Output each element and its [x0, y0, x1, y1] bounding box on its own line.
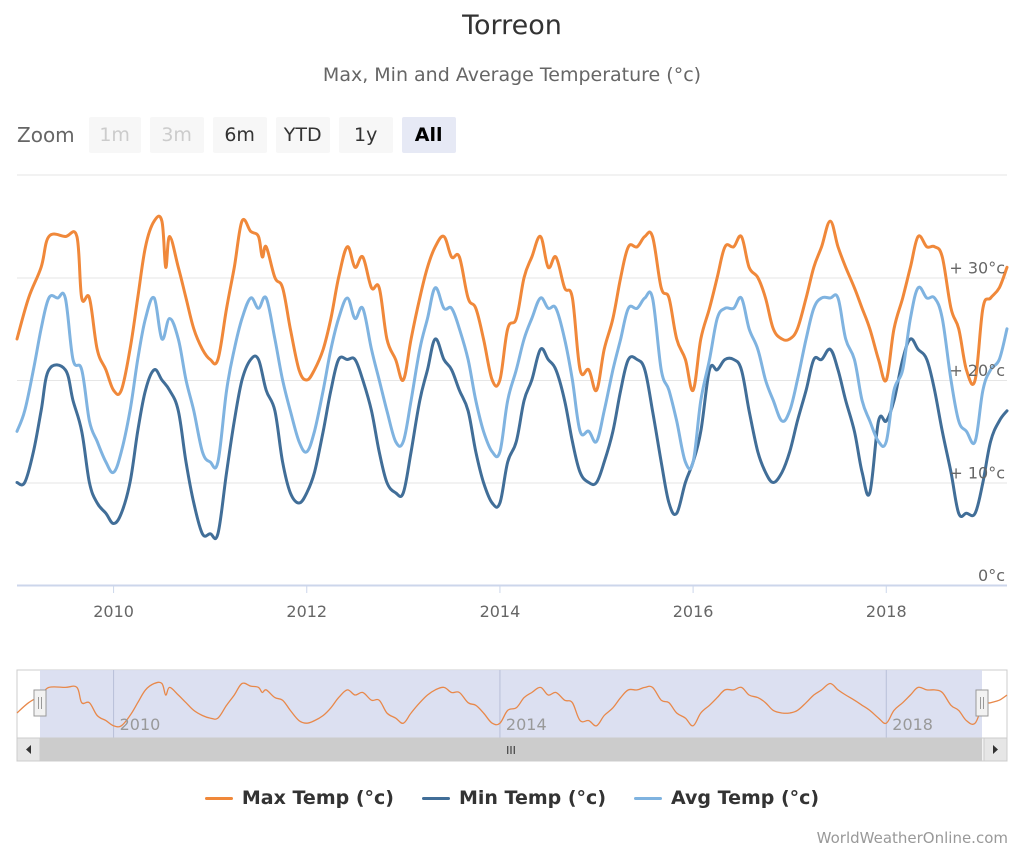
temperature-chart: 0°c+ 10°c+ 20°c+ 30°c 2010 2012 2014 2016 20… — [15, 174, 1009, 762]
x-tick-label: 2018 — [866, 602, 907, 621]
x-tick-label: 2010 — [93, 602, 134, 621]
zoom-1y-button[interactable]: 1y — [338, 117, 393, 153]
y-tick-label: 0°c — [978, 566, 1005, 585]
y-axis-labels: 0°c + 10°c + 20°c + 30°c — [949, 259, 1005, 586]
right-handle-box[interactable] — [975, 689, 989, 717]
credit-link[interactable]: WorldWeatherOnline.com — [816, 829, 1008, 847]
x-tick-label: 2016 — [673, 602, 714, 621]
zoom-selector: Zoom 1m 3m 6m YTD 1y All — [17, 116, 465, 154]
legend-item-min[interactable]: Min Temp (°c) — [421, 787, 606, 809]
zoom-all-button[interactable]: All — [401, 117, 456, 153]
legend-label-min: Min Temp (°c) — [458, 787, 606, 809]
navigator-left-handle[interactable] — [33, 689, 47, 717]
legend-item-max[interactable]: Max Temp (°c) — [204, 787, 394, 809]
zoom-3m-button[interactable]: 3m — [149, 117, 204, 153]
avg-temp-line — [15, 285, 1009, 475]
legend-swatch-min — [421, 796, 450, 800]
legend-swatch-max — [204, 796, 233, 800]
y-tick-label: + 30°c — [949, 259, 1005, 278]
arrow-left-icon — [26, 745, 31, 754]
navigator-selected-range[interactable] — [40, 670, 982, 738]
navigator-labels: 2010 2014 2018 — [120, 715, 933, 734]
legend-swatch-avg — [634, 796, 662, 800]
x-axis-labels: 2010 2012 2014 2016 2018 — [93, 585, 907, 621]
navigator[interactable]: 2010 2014 2018 — [16, 669, 1008, 739]
left-handle-box[interactable] — [33, 689, 47, 717]
x-tick-label: 2014 — [480, 602, 521, 621]
navigator-grid — [113, 670, 887, 738]
navigator-tick-label: 2010 — [120, 715, 161, 734]
y-tick-label: + 20°c — [949, 361, 1005, 380]
navigator-tick-label: 2014 — [506, 715, 547, 734]
zoom-ytd-button[interactable]: YTD — [275, 117, 330, 153]
x-tick-label: 2012 — [286, 602, 327, 621]
y-tick-label: + 10°c — [949, 464, 1005, 483]
navigator-tick-label: 2018 — [892, 715, 933, 734]
series-lines — [15, 214, 1009, 541]
zoom-1m-button[interactable]: 1m — [88, 117, 141, 153]
zoom-6m-button[interactable]: 6m — [212, 117, 267, 153]
scrollbar-grip: III — [506, 744, 516, 757]
min-temp-line — [15, 337, 1009, 541]
legend-label-avg: Avg Temp (°c) — [671, 787, 820, 809]
zoom-label: Zoom — [17, 123, 75, 147]
legend-item-avg[interactable]: Avg Temp (°c) — [634, 787, 819, 809]
navigator-right-handle[interactable] — [975, 689, 989, 717]
legend: Max Temp (°c) Min Temp (°c) Avg Temp (°c… — [0, 787, 1024, 809]
scrollbar-thumb[interactable] — [40, 738, 982, 761]
chart-title: Torreon — [462, 10, 562, 41]
scrollbar[interactable]: III — [16, 737, 1008, 762]
arrow-right-icon — [993, 745, 998, 754]
chart-subtitle: Max, Min and Average Temperature (°c) — [322, 64, 702, 86]
navigator-series-line — [16, 681, 1008, 728]
legend-label-max: Max Temp (°c) — [241, 787, 394, 809]
max-temp-line — [15, 214, 1009, 396]
